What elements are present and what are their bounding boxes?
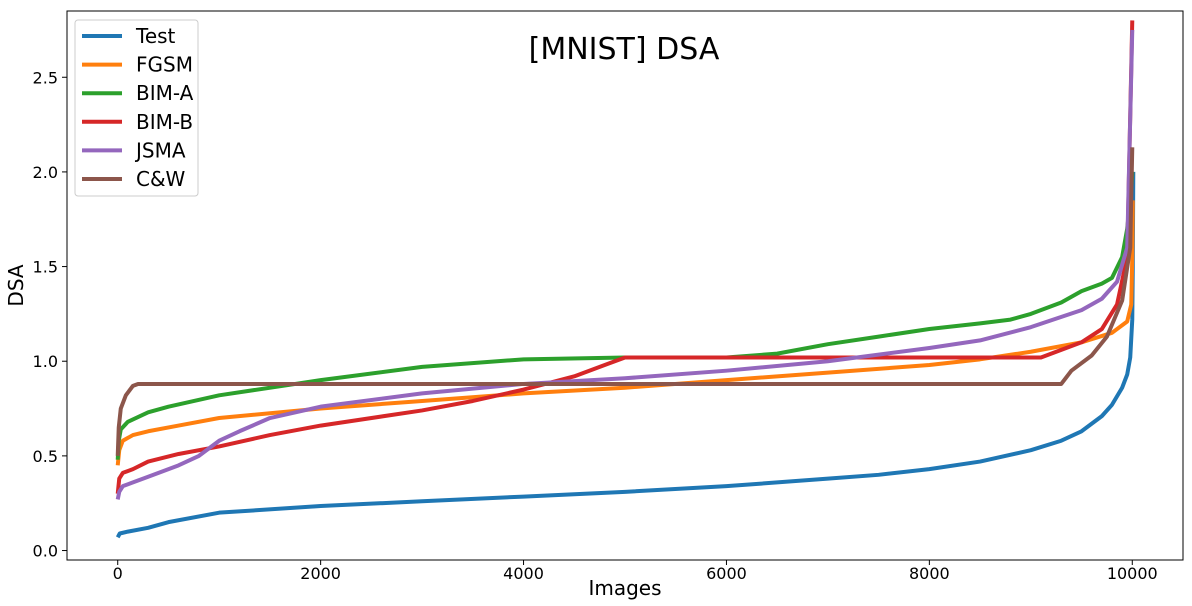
y-tick-label: 2.5 xyxy=(33,68,58,87)
y-tick-label: 0.0 xyxy=(33,542,58,561)
x-tick-label: 0 xyxy=(113,564,123,583)
series-line-5 xyxy=(115,147,1135,456)
x-axis-label: Images xyxy=(588,576,661,600)
series-line-2 xyxy=(115,171,1135,460)
y-axis-label: DSA xyxy=(4,264,28,306)
y-tick-label: 1.0 xyxy=(33,352,58,371)
series-line-0 xyxy=(115,171,1136,539)
x-tick-label: 4000 xyxy=(503,564,544,583)
legend-label: Test xyxy=(135,24,176,48)
chart-title: [MNIST] DSA xyxy=(529,32,720,67)
legend-label: BIM-A xyxy=(136,81,194,105)
x-tick-label: 10000 xyxy=(1107,564,1158,583)
legend-label: C&W xyxy=(136,167,186,191)
series-line-1 xyxy=(115,200,1135,466)
x-axis-ticks: 0 2000 4000 6000 8000 10000 xyxy=(113,560,1158,583)
legend-label: BIM-B xyxy=(136,110,193,134)
plot-lines xyxy=(115,20,1136,539)
series-line-4 xyxy=(115,29,1135,500)
y-tick-label: 0.5 xyxy=(33,447,58,466)
legend-label: JSMA xyxy=(134,138,186,162)
y-tick-label: 1.5 xyxy=(33,258,58,277)
x-tick-label: 6000 xyxy=(706,564,747,583)
y-tick-label: 2.0 xyxy=(33,163,58,182)
legend: Test FGSM BIM-A BIM-B JSMA C&W xyxy=(74,19,199,197)
x-tick-label: 8000 xyxy=(909,564,950,583)
plot-frame xyxy=(66,10,1184,561)
series-line-3 xyxy=(115,20,1135,494)
legend-label: FGSM xyxy=(136,53,193,77)
x-tick-label: 2000 xyxy=(300,564,341,583)
y-axis-ticks: 0.0 0.5 1.0 1.5 2.0 2.5 xyxy=(33,68,67,561)
